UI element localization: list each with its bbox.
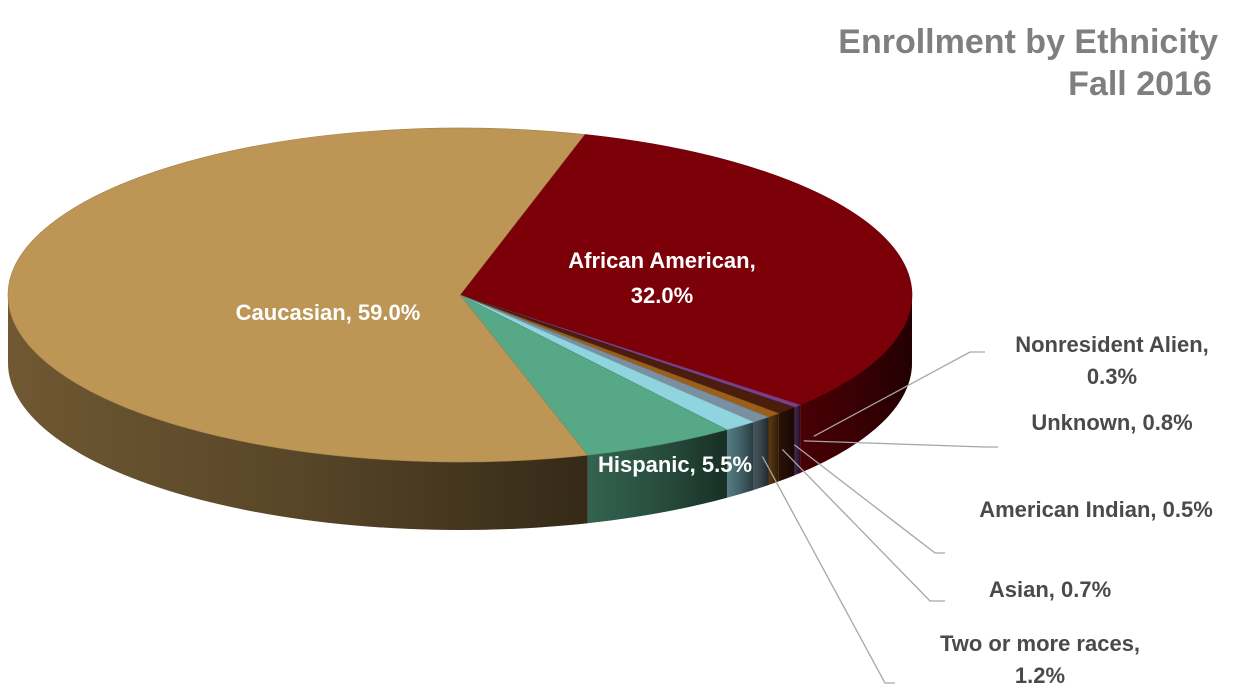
slice-value-african-american: 32.0% [631,283,693,308]
leader-line-asian [781,448,945,602]
pie-slice-hispanic [459,294,728,456]
leader-line-unknown [803,440,998,448]
pie-side-shade [587,429,727,524]
slice-label-american-indian: American Indian, 0.5% [979,497,1213,522]
slice-value-nonresident-alien: 0.3% [1087,364,1137,389]
slice-label-two-or-more-races: Two or more races, [940,631,1140,656]
leader-line-nonresident-alien [813,351,985,437]
pie-side-shade [778,407,795,482]
pie-side-shade [753,417,769,490]
slice-value-two-or-more-races: 1.2% [1015,663,1065,688]
pie-side-shade [768,413,779,486]
pie-slice-caucasian [7,127,589,463]
chart-subtitle: Fall 2016 [1068,65,1212,103]
chart-title: Enrollment by Ethnicity [838,23,1218,61]
pie-side-shade [726,421,754,498]
leader-lines [761,351,998,684]
slice-labels: African American, 32.0% Nonresident Alien,… [236,248,1213,688]
slice-label-asian: Asian, 0.7% [989,577,1111,602]
pie-tops [7,127,913,463]
leader-line-two-or-more-races [761,456,895,684]
slice-label-african-american: African American, [568,248,755,273]
slice-label-nonresident-alien: Nonresident Alien, [1015,332,1209,357]
slice-label-caucasian: Caucasian, 59.0% [236,300,421,325]
slice-label-hispanic: Hispanic, 5.5% [598,452,752,477]
pie-side-shade [8,295,588,530]
leader-line-american-indian [793,444,945,554]
pie-slice-african-american [459,134,913,406]
pie-side-shade [794,405,801,476]
slice-label-unknown: Unknown, 0.8% [1031,410,1192,435]
